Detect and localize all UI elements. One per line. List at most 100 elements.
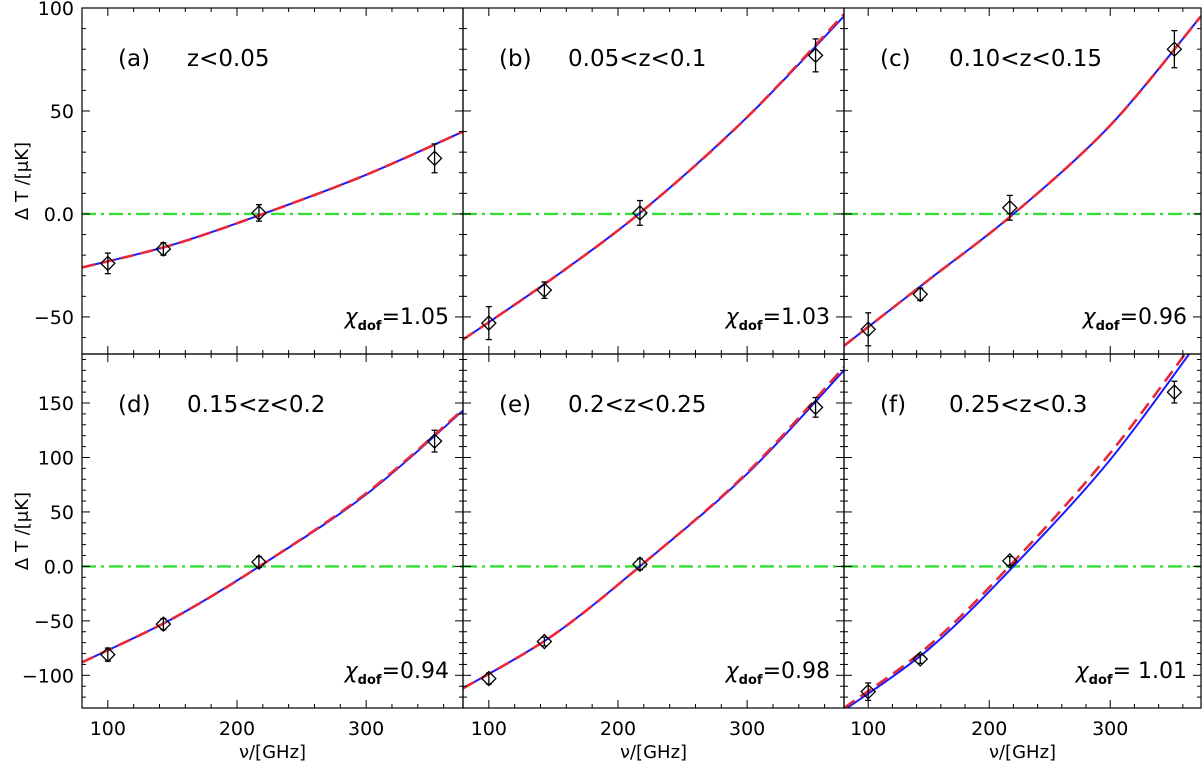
data-point: [251, 554, 267, 570]
chi-symbol: χ: [344, 659, 359, 684]
x-axis-title: ν/[GHz]: [239, 742, 306, 763]
chi-square-annotation: χdof=1.03: [725, 305, 830, 334]
y-tick-label: 50: [50, 502, 74, 524]
x-axis-title: ν/[GHz]: [620, 742, 687, 763]
redshift-range: z<0.05: [187, 46, 270, 72]
diamond-marker: [99, 646, 116, 663]
data-point: [426, 429, 443, 453]
x-tick-label: 100: [471, 718, 507, 740]
panel-c: (c) 0.10<z<0.15 χdof=0.96: [844, 15, 1201, 347]
model-curve-solid: [844, 15, 1201, 347]
chi-symbol: χ: [725, 659, 740, 684]
plot-area: [463, 13, 844, 341]
y-tick-label: 50: [50, 101, 74, 123]
diamond-marker: [155, 241, 172, 257]
diamond-marker: [155, 616, 172, 633]
data-point: [1166, 30, 1183, 69]
data-point: [1166, 380, 1183, 404]
panel-e: (e) 0.2<z<0.25 χdof=0.98: [463, 366, 844, 690]
data-point: [480, 305, 497, 341]
diamond-marker: [807, 399, 824, 416]
y-tick-label: 0.0: [44, 556, 74, 578]
diamond-marker: [480, 670, 497, 687]
diamond-marker: [426, 150, 443, 167]
x-tick-label: 200: [219, 718, 255, 740]
data-point: [807, 396, 824, 418]
diamond-marker: [1001, 553, 1018, 569]
data-point: [912, 286, 929, 303]
chi-square-annotation: χdof=0.94: [344, 659, 449, 688]
model-curve-solid: [845, 354, 1191, 708]
diamond-marker: [632, 205, 648, 221]
panel-ticks: [843, 7, 1202, 355]
panel-label: (f): [880, 392, 906, 418]
data-point: [860, 682, 877, 702]
model-curve-solid: [82, 130, 463, 269]
data-point: [155, 616, 172, 633]
x-tick-label: 100: [850, 718, 886, 740]
diamond-marker: [536, 633, 553, 650]
axes-frames: [81, 7, 1202, 709]
model-curve-dashed: [82, 408, 463, 664]
panel-label: (c): [880, 46, 911, 72]
data-point: [632, 199, 648, 226]
chi-symbol: χ: [725, 305, 740, 330]
panel-a: (a) z<0.05 χdof=1.05: [82, 46, 463, 334]
data-point: [155, 241, 172, 257]
diamond-marker: [536, 282, 553, 299]
diamond-marker: [1166, 41, 1183, 58]
x-tick-label: 300: [729, 718, 765, 740]
chi-subscript: dof: [1096, 319, 1120, 334]
panel-label: (b): [499, 46, 532, 72]
data-point: [1001, 194, 1018, 221]
chi-value: =1.03: [763, 305, 830, 330]
panel-f: (f) 0.25<z<0.3 χdof= 1.01: [844, 354, 1201, 708]
diamond-marker: [860, 683, 877, 700]
redshift-range: 0.10<z<0.15: [949, 46, 1102, 72]
y-tick-label: 100: [38, 0, 74, 20]
data-point: [807, 38, 824, 73]
x-tick-label: 200: [971, 718, 1007, 740]
plot-area: [82, 130, 463, 275]
chi-subscript: dof: [358, 319, 382, 334]
model-curve-dashed: [463, 366, 844, 690]
chi-square-annotation: χdof=0.96: [1082, 305, 1187, 334]
data-point: [536, 633, 553, 650]
plot-area: [844, 354, 1201, 708]
model-curve-solid: [82, 409, 463, 664]
panel-ticks: [843, 353, 1202, 709]
diamond-marker: [912, 651, 929, 667]
data-point: [860, 312, 877, 347]
axis-labels: −50 0.0 50 100 100 200 300 −100 −50 0.0 50 100 150 10…: [12, 0, 1128, 763]
data-point: [99, 252, 116, 275]
y-axis-title: Δ T /[μK]: [12, 142, 33, 220]
chi-value: =1.05: [382, 305, 449, 330]
data-point: [426, 143, 443, 174]
chi-value: = 1.01: [1113, 659, 1187, 684]
chi-subscript: dof: [1089, 673, 1113, 688]
model-curve-dashed: [82, 130, 463, 269]
data-point: [912, 651, 929, 667]
chi-symbol: χ: [1082, 305, 1097, 330]
diamond-marker: [99, 255, 116, 272]
plot-area: [844, 15, 1201, 347]
redshift-range: 0.2<z<0.25: [568, 392, 706, 418]
chi-square-annotation: χdof=1.05: [344, 305, 449, 334]
panel-label: (a): [118, 46, 150, 72]
data-point: [632, 556, 648, 573]
x-tick-label: 200: [600, 718, 636, 740]
diamond-marker: [632, 556, 648, 573]
panel-frame: [843, 353, 1202, 709]
y-tick-label: 150: [38, 393, 74, 415]
y-tick-label: −50: [34, 611, 74, 633]
diamond-marker: [1166, 384, 1183, 401]
redshift-range: 0.15<z<0.2: [187, 392, 325, 418]
data-point: [1001, 553, 1018, 569]
data-point: [536, 281, 553, 300]
chi-value: =0.94: [382, 659, 449, 684]
panel-b: (b) 0.05<z<0.1 χdof=1.03: [463, 13, 844, 341]
diamond-marker: [1001, 199, 1018, 216]
data-point: [99, 646, 116, 663]
